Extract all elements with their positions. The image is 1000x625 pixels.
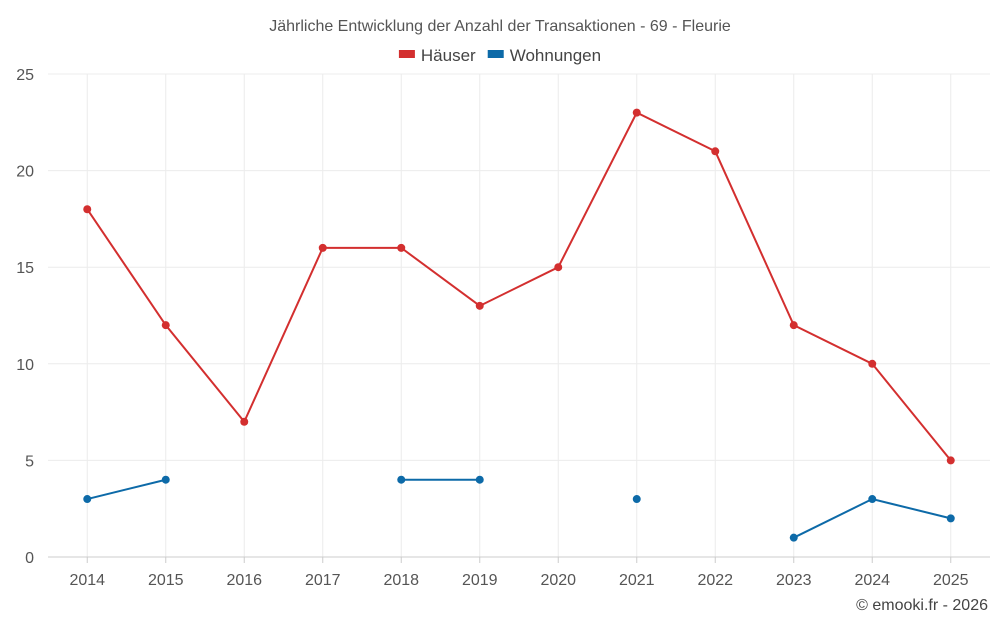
grid: [48, 73, 990, 557]
x-tick-label: 2022: [697, 572, 733, 589]
x-tick-label: 2021: [619, 572, 655, 589]
data-point[interactable]: [554, 263, 563, 272]
series-group: [83, 108, 955, 542]
data-point[interactable]: [789, 533, 798, 542]
data-point[interactable]: [475, 301, 484, 310]
data-point[interactable]: [240, 417, 249, 426]
x-tick-label: 2017: [305, 572, 341, 589]
data-point[interactable]: [632, 495, 641, 504]
x-tick-label: 2020: [540, 572, 576, 589]
data-point[interactable]: [711, 147, 720, 156]
chart-title: Jährliche Entwicklung der Anzahl der Tra…: [269, 18, 731, 35]
legend-swatch: [487, 50, 504, 58]
y-tick-label: 10: [16, 357, 34, 374]
data-point[interactable]: [83, 205, 92, 214]
x-tick-label: 2016: [226, 572, 262, 589]
series-1: [83, 475, 955, 542]
legend: Häuser Wohnungen: [398, 46, 601, 65]
x-tick-label: 2023: [776, 572, 812, 589]
data-point[interactable]: [475, 475, 484, 484]
x-tick-label: 2015: [148, 572, 184, 589]
y-axis: 0 5 10 15 20 25: [16, 67, 34, 567]
data-point[interactable]: [83, 495, 92, 504]
series-line: [86, 111, 952, 462]
data-point[interactable]: [868, 495, 877, 504]
x-axis: 2014 2015 2016 2017 2018 2019 2020 2021 2022 2023…: [48, 556, 990, 589]
data-point[interactable]: [318, 243, 327, 252]
data-point[interactable]: [161, 321, 170, 330]
credit-text: © emooki.fr - 2026: [856, 597, 988, 614]
legend-label: Wohnungen: [510, 46, 601, 65]
data-point[interactable]: [789, 321, 798, 330]
series-line: [87, 478, 166, 501]
x-tick-label: 2018: [383, 572, 419, 589]
x-tick-label: 2025: [933, 572, 969, 589]
y-tick-label: 25: [16, 67, 34, 84]
y-tick-label: 20: [16, 164, 34, 181]
data-point[interactable]: [946, 514, 955, 523]
data-point[interactable]: [397, 243, 406, 252]
y-tick-label: 0: [25, 550, 34, 567]
series-0: [83, 108, 955, 465]
y-tick-label: 5: [25, 453, 34, 470]
data-point[interactable]: [946, 456, 955, 465]
x-tick-label: 2014: [69, 572, 105, 589]
x-tick-label: 2024: [854, 572, 890, 589]
legend-label: Häuser: [421, 46, 476, 65]
data-point[interactable]: [161, 475, 170, 484]
y-tick-label: 15: [16, 260, 34, 277]
data-point[interactable]: [632, 108, 641, 117]
legend-swatch: [398, 50, 415, 58]
data-point[interactable]: [868, 359, 877, 368]
x-tick-label: 2019: [462, 572, 498, 589]
data-point[interactable]: [397, 475, 406, 484]
